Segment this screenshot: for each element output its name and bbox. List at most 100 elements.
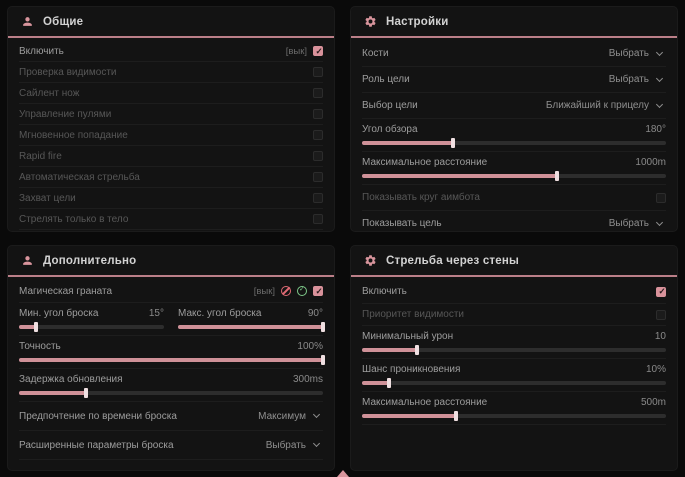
row-max-distance: Максимальное расстояние 1000m [362,152,666,185]
row-label: Rapid fire [19,150,62,162]
dropdown-value: Ближайший к прицелу [545,100,649,111]
checkbox[interactable] [313,46,323,57]
checkbox[interactable] [313,88,323,98]
header-accent-line [351,275,677,277]
checkbox[interactable] [656,192,666,203]
slider-fill [362,138,456,148]
row-enable[interactable]: Включить [362,280,666,304]
panel-additional: Дополнительно Магическая граната [вык] М… [8,246,334,470]
row-silent-knife[interactable]: Сайлент нож [19,83,323,104]
chevron-down-icon [655,74,664,82]
checkbox[interactable] [313,286,323,297]
row-bullet-control[interactable]: Управление пулями [19,104,323,125]
row-auto-fire[interactable]: Автоматическая стрельба [19,167,323,188]
header-accent-line [8,36,334,38]
slider-fill [19,388,88,398]
checkbox[interactable] [313,130,323,140]
row-show-aimbot-circle[interactable]: Показывать круг аимбота [362,185,666,211]
row-label: Автоматическая стрельба [19,171,140,183]
slider-value: 500m [640,397,666,408]
slider-fill [362,378,392,388]
dropdown-value: Выбрать [265,439,306,451]
panel-header-drag[interactable]: Стрельба через стены [351,246,677,275]
panel-header-drag[interactable]: Настройки [351,7,677,36]
row-target-role: Роль цели Выбрать [362,67,666,93]
penetration-chance-slider[interactable] [362,378,666,388]
checkbox[interactable] [313,172,323,182]
target-selection-dropdown[interactable]: Ближайший к прицелу [542,97,666,114]
header-accent-line [351,36,677,38]
min-damage-slider[interactable] [362,345,666,355]
user-icon [21,254,34,267]
chevron-down-icon [312,410,321,419]
row-label: Захват цели [19,192,76,204]
row-label: Показывать круг аимбота [362,192,480,203]
header-accent-line [8,275,334,277]
scroll-up-indicator[interactable] [337,470,349,477]
row-min-damage: Минимальный урон 10 [362,326,666,359]
row-target-lock[interactable]: Захват цели [19,188,323,209]
advanced-throw-dropdown[interactable]: Выбрать [262,437,323,454]
row-label: Минимальный урон [362,331,454,342]
chevron-down-icon [655,218,664,226]
throw-time-dropdown[interactable]: Максимум [254,408,323,425]
checkbox[interactable] [313,151,323,161]
row-label: Шанс проникновения [362,364,461,375]
row-label: Включить [362,286,407,297]
row-label: Максимальное расстояние [362,397,488,408]
fov-slider[interactable] [362,138,666,148]
ban-icon[interactable] [281,286,291,296]
check-icon[interactable] [297,285,307,296]
slider-value: 300ms [292,374,323,385]
row-label: Угол обзора [362,124,418,135]
row-update-delay: Задержка обновления 300ms [19,369,323,402]
gear-icon [364,254,377,267]
panel-settings: Настройки Кости Выбрать Роль цели Выбрат… [351,7,677,231]
bones-dropdown[interactable]: Выбрать [605,45,666,62]
row-body-only[interactable]: Стрелять только в тело [19,209,323,230]
row-magic-grenade[interactable]: Магическая граната [вык] [19,280,323,303]
panel-title: Общие [43,15,84,28]
row-label: Сайлент нож [19,87,80,99]
checkbox[interactable] [313,109,323,119]
max-distance-slider[interactable] [362,171,666,181]
row-visibility-check[interactable]: Проверка видимости [19,62,323,83]
row-enable[interactable]: Включить [вык] [19,41,323,62]
row-label: Кости [362,48,389,59]
show-target-dropdown[interactable]: Выбрать [605,215,666,231]
row-label: Управление пулями [19,108,112,120]
panel-header-drag[interactable]: Общие [8,7,334,36]
row-label: Предпочтение по времени броска [19,410,177,422]
row-target-selection: Выбор цели Ближайший к прицелу [362,93,666,119]
keybind-hint: [вык] [253,285,275,297]
row-max-distance: Максимальное расстояние 500m [362,392,666,425]
checkbox[interactable] [313,67,323,77]
dropdown-value: Выбрать [608,74,649,85]
chevron-down-icon [655,100,664,108]
update-delay-slider[interactable] [19,388,323,398]
dropdown-value: Выбрать [608,48,649,59]
panel-header-drag[interactable]: Дополнительно [8,246,334,275]
checkbox[interactable] [313,214,323,224]
slider-value: 90° [307,308,323,319]
row-label: Роль цели [362,74,410,85]
min-throw-angle-slider[interactable] [19,322,164,332]
slider-fill [362,171,559,181]
slider-value: 10 [654,331,666,342]
dropdown-value: Выбрать [608,218,649,229]
checkbox[interactable] [313,193,323,203]
accuracy-slider[interactable] [19,355,325,365]
row-label: Выбор цели [362,100,418,111]
row-rapid-fire[interactable]: Rapid fire [19,146,323,167]
max-throw-angle-slider[interactable] [178,322,325,332]
panel-title: Дополнительно [43,254,137,267]
chevron-down-icon [655,48,664,56]
row-instant-hit[interactable]: Мгновенное попадание [19,125,323,146]
row-throw-time-preference: Предпочтение по времени броска Максимум [19,402,323,431]
checkbox[interactable] [656,309,666,320]
wallbang-max-distance-slider[interactable] [362,411,666,421]
row-visibility-priority[interactable]: Приоритет видимости [362,304,666,326]
target-role-dropdown[interactable]: Выбрать [605,71,666,88]
checkbox[interactable] [656,286,666,297]
row-label: Максимальное расстояние [362,157,488,168]
